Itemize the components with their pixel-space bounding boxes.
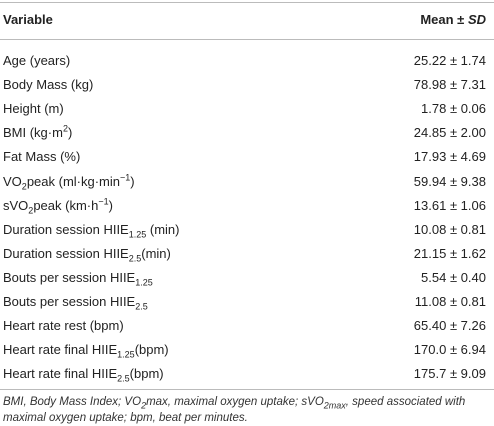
text-segment: 2	[62, 123, 68, 134]
text-segment: Duration session HIIE	[3, 221, 129, 237]
row-value: 170.0 ± 6.94	[413, 342, 486, 358]
row-label: Bouts per session HIIE2.5	[3, 294, 148, 312]
row-value: 78.98 ± 7.31	[413, 77, 486, 93]
row-value: 25.22 ± 1.74	[413, 53, 486, 68]
text-segment: BMI, Body Mass Index; VO	[3, 396, 142, 408]
header-variable: Variable	[3, 12, 53, 28]
text-segment: 1.25	[135, 277, 153, 288]
text-segment: Variable	[3, 12, 53, 27]
row-label: BMI (kg·m2)	[3, 123, 73, 141]
top-rule	[0, 2, 494, 3]
bottom-rule	[0, 389, 494, 390]
text-segment: Heart rate final HIIE	[3, 366, 118, 382]
text-segment: 1.25	[128, 229, 147, 240]
text-segment: )	[130, 173, 135, 189]
row-label: sVO2peak (km·h−1)	[3, 196, 113, 216]
text-segment: (bpm)	[134, 342, 169, 358]
text-segment: (bpm)	[129, 366, 164, 382]
row-value: 175.7 ± 9.09	[413, 366, 486, 382]
row-label: Heart rate final HIIE1.25(bpm)	[3, 342, 169, 360]
text-segment: Bouts per session HIIE	[3, 294, 136, 309]
text-segment: 2.5	[117, 373, 130, 384]
row-label: Age (years)	[3, 53, 70, 69]
row-value: 10.08 ± 0.81	[413, 221, 486, 237]
text-segment: Height (m)	[3, 101, 64, 117]
text-segment: BMI (kg·m	[3, 125, 63, 141]
header-rule	[0, 39, 494, 40]
text-segment: 1.25	[117, 349, 135, 360]
text-segment: (min)	[141, 245, 171, 261]
row-label: VO2peak (ml·kg·min−1)	[3, 172, 135, 192]
text-segment: 2.5	[128, 253, 142, 264]
text-segment: 2	[21, 181, 27, 192]
row-value: 1.78 ± 0.06	[421, 101, 486, 117]
text-segment: )	[108, 197, 113, 213]
text-segment: Bouts per session HIIE	[3, 269, 136, 285]
text-segment: SD	[467, 12, 486, 27]
text-segment: , speed associated with maximal oxygen u…	[3, 396, 466, 424]
row-value: 59.94 ± 9.38	[413, 173, 486, 189]
text-segment: max, maximal oxygen uptake; sVO	[146, 396, 324, 408]
row-label: Bouts per session HIIE1.25	[3, 269, 153, 288]
text-segment: −1	[120, 172, 131, 183]
row-value: 21.15 ± 1.62	[413, 245, 486, 261]
text-segment: 2	[28, 205, 34, 216]
row-value: 17.93 ± 4.69	[413, 149, 486, 165]
text-segment: 2max	[323, 400, 346, 411]
row-label: Heart rate final HIIE2.5(bpm)	[3, 366, 164, 384]
text-segment: Mean ±	[420, 12, 468, 27]
text-segment: Fat Mass (%)	[3, 149, 81, 165]
row-label: Duration session HIIE2.5(min)	[3, 245, 171, 264]
text-segment: (min)	[146, 221, 180, 237]
row-value: 13.61 ± 1.06	[413, 197, 486, 213]
text-segment: sVO	[3, 197, 29, 213]
text-segment: Heart rate final HIIE	[3, 342, 118, 358]
text-segment: Age (years)	[3, 53, 71, 68]
text-segment: peak (km·h	[33, 197, 99, 213]
text-segment: −1	[98, 196, 109, 207]
text-segment: 2.5	[135, 301, 148, 312]
row-value: 65.40 ± 7.26	[413, 318, 486, 334]
text-segment: peak (ml·kg·min	[26, 173, 120, 189]
text-segment: )	[67, 125, 73, 141]
text-segment: VO	[3, 173, 22, 189]
text-segment: 2	[141, 400, 147, 411]
row-value: 24.85 ± 2.00	[413, 125, 486, 141]
footnote: BMI, Body Mass Index; VO2max, maximal ox…	[3, 394, 491, 426]
row-label: Heart rate rest (bpm)	[3, 318, 124, 334]
text-segment: Duration session HIIE	[3, 245, 129, 261]
header-mean-sd: Mean ± SD	[420, 12, 486, 28]
row-value: 5.54 ± 0.40	[421, 269, 486, 285]
row-label: Fat Mass (%)	[3, 149, 80, 165]
row-label: Height (m)	[3, 101, 64, 117]
row-label: Duration session HIIE1.25 (min)	[3, 221, 180, 240]
text-segment: Heart rate rest (bpm)	[3, 318, 124, 334]
row-label: Body Mass (kg)	[3, 77, 93, 93]
text-segment: Body Mass (kg)	[3, 77, 94, 93]
row-value: 11.08 ± 0.81	[414, 294, 486, 309]
